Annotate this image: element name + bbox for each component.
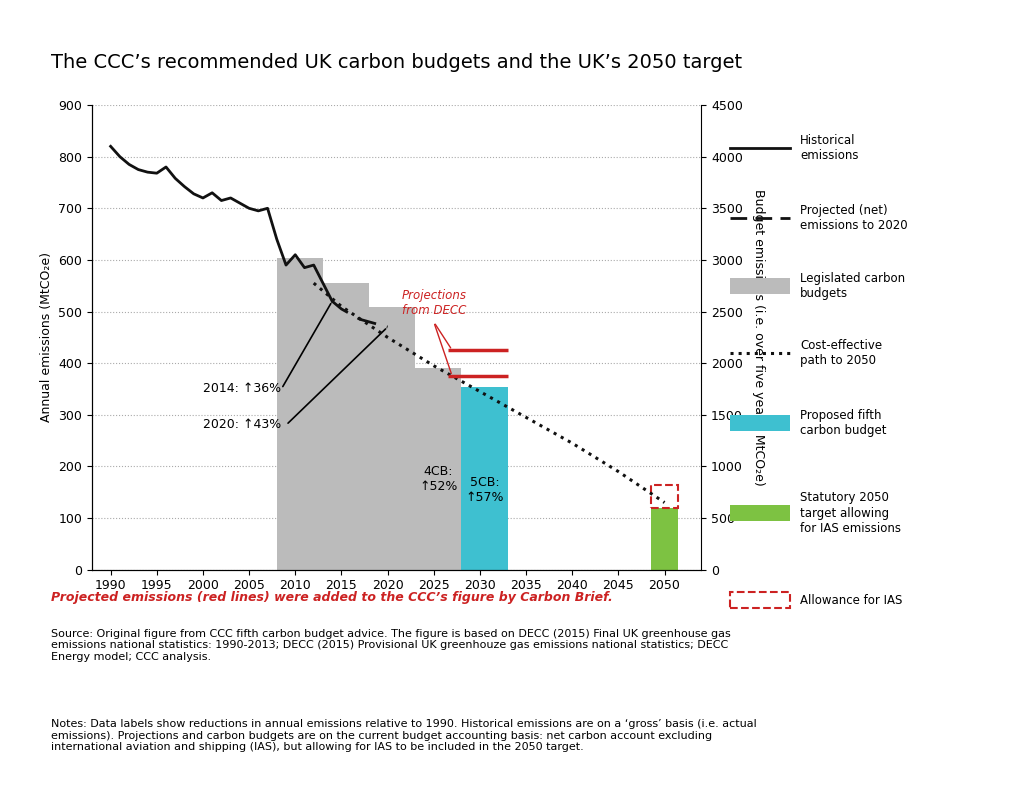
- Text: 4CB:
↑52%: 4CB: ↑52%: [419, 465, 458, 494]
- Text: 2020: ↑43%: 2020: ↑43%: [203, 418, 282, 431]
- Text: Historical
emissions: Historical emissions: [800, 134, 858, 162]
- Bar: [730, 592, 790, 608]
- Bar: [650, 486, 678, 507]
- Text: Projected (net)
emissions to 2020: Projected (net) emissions to 2020: [800, 204, 907, 232]
- Text: 5CB:
↑57%: 5CB: ↑57%: [465, 476, 504, 503]
- Bar: [730, 415, 790, 431]
- Text: Notes: Data labels show reductions in annual emissions relative to 1990. Histori: Notes: Data labels show reductions in an…: [51, 719, 757, 752]
- Text: 2014: ↑36%: 2014: ↑36%: [203, 381, 281, 394]
- Text: Cost-effective
path to 2050: Cost-effective path to 2050: [800, 339, 882, 367]
- Bar: [730, 505, 790, 521]
- Bar: [416, 368, 462, 570]
- Bar: [730, 278, 790, 294]
- Text: Allowance for IAS: Allowance for IAS: [800, 594, 902, 607]
- Text: Projections
from DECC: Projections from DECC: [401, 288, 466, 317]
- Y-axis label: Budget emissions (i.e. over five years; MtCO₂e): Budget emissions (i.e. over five years; …: [753, 189, 765, 486]
- Bar: [650, 507, 678, 570]
- Bar: [369, 307, 416, 570]
- Bar: [323, 283, 369, 570]
- Y-axis label: Annual emissions (MtCO₂e): Annual emissions (MtCO₂e): [40, 252, 53, 423]
- Text: Legislated carbon
budgets: Legislated carbon budgets: [800, 272, 905, 300]
- Bar: [276, 259, 323, 570]
- Text: Statutory 2050
target allowing
for IAS emissions: Statutory 2050 target allowing for IAS e…: [800, 491, 901, 535]
- Text: Projected emissions (red lines) were added to the CCC’s figure by Carbon Brief.: Projected emissions (red lines) were add…: [51, 591, 613, 604]
- Bar: [462, 387, 508, 570]
- Text: Proposed fifth
carbon budget: Proposed fifth carbon budget: [800, 409, 887, 437]
- Text: The CCC’s recommended UK carbon budgets and the UK’s 2050 target: The CCC’s recommended UK carbon budgets …: [51, 53, 742, 72]
- Text: Source: Original figure from CCC fifth carbon budget advice. The figure is based: Source: Original figure from CCC fifth c…: [51, 629, 731, 662]
